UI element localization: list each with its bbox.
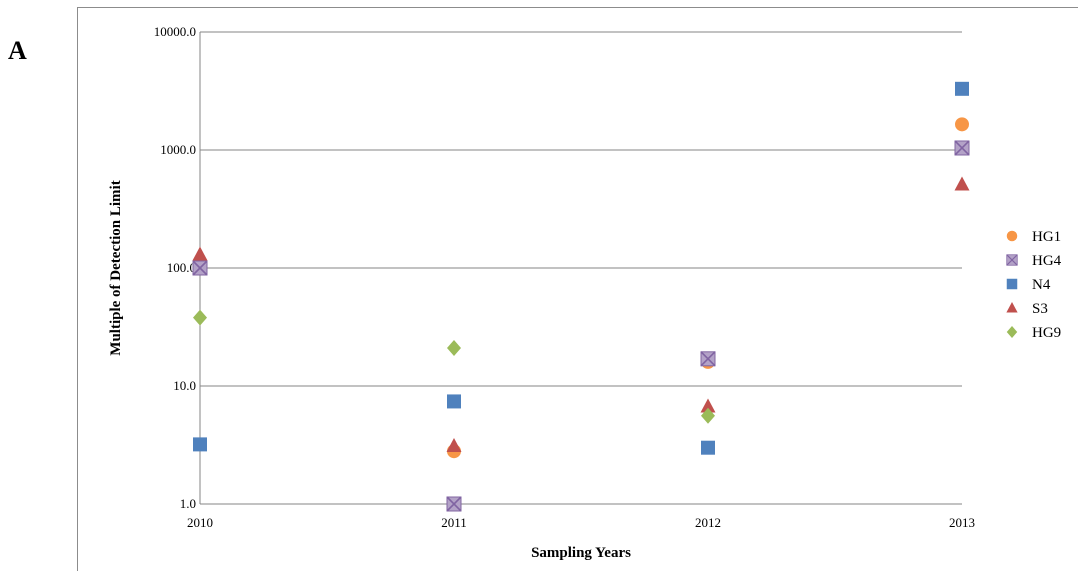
- legend-label: HG4: [1032, 253, 1062, 269]
- panel-label: A: [8, 36, 27, 65]
- legend-label: HG9: [1032, 325, 1061, 341]
- y-axis-title: Multiple of Detection Limit: [108, 180, 124, 355]
- y-tick-label: 10.0: [173, 378, 196, 393]
- gridlines: [200, 31, 962, 505]
- legend-label: N4: [1032, 277, 1051, 293]
- data-point-hg4: [700, 351, 716, 367]
- legend-marker: [1006, 302, 1018, 313]
- data-points: [192, 81, 970, 512]
- x-tick-labels: 2010 2011 2012 2013: [187, 515, 975, 530]
- legend: HG1 HG4 N4 S3 HG9: [1006, 229, 1062, 341]
- data-point-n4: [955, 81, 969, 96]
- data-point-hg1: [955, 117, 969, 132]
- legend-item: HG1: [1006, 229, 1061, 245]
- legend-marker: [1006, 278, 1018, 290]
- data-point-hg4: [446, 496, 462, 512]
- legend-item: HG9: [1006, 325, 1061, 341]
- y-tick-labels: 1.0 10.0 100.0 1000.0 10000.0: [154, 24, 196, 511]
- legend-item: HG4: [1006, 253, 1062, 269]
- x-axis-title: Sampling Years: [531, 545, 631, 561]
- x-tick-label: 2012: [695, 515, 721, 530]
- legend-item: N4: [1006, 277, 1051, 293]
- x-tick-label: 2011: [441, 515, 467, 530]
- y-tick-label: 1.0: [180, 496, 196, 511]
- data-point-n4: [701, 440, 715, 455]
- data-point-hg9: [701, 407, 715, 424]
- data-point-s3: [700, 398, 716, 413]
- data-point-s3: [192, 246, 208, 261]
- data-point-hg9: [193, 309, 207, 326]
- data-point-s3: [446, 438, 462, 453]
- y-tick-label: 10000.0: [154, 24, 196, 39]
- data-point-hg9: [447, 339, 461, 356]
- legend-marker: [1006, 254, 1018, 266]
- data-point-s3: [954, 176, 970, 191]
- y-tick-label: 100.0: [167, 260, 196, 275]
- x-tick-label: 2010: [187, 515, 213, 530]
- legend-marker: [1006, 326, 1018, 338]
- chart-frame: [77, 7, 1078, 571]
- legend-marker: [1006, 230, 1018, 242]
- x-tick-label: 2013: [949, 515, 975, 530]
- legend-label: S3: [1032, 301, 1048, 317]
- legend-label: HG1: [1032, 229, 1061, 245]
- y-tick-label: 1000.0: [160, 142, 196, 157]
- data-point-hg4: [192, 260, 208, 276]
- legend-item: S3: [1006, 301, 1048, 317]
- data-point-hg4: [954, 140, 970, 156]
- data-point-n4: [193, 437, 207, 452]
- data-point-n4: [447, 394, 461, 409]
